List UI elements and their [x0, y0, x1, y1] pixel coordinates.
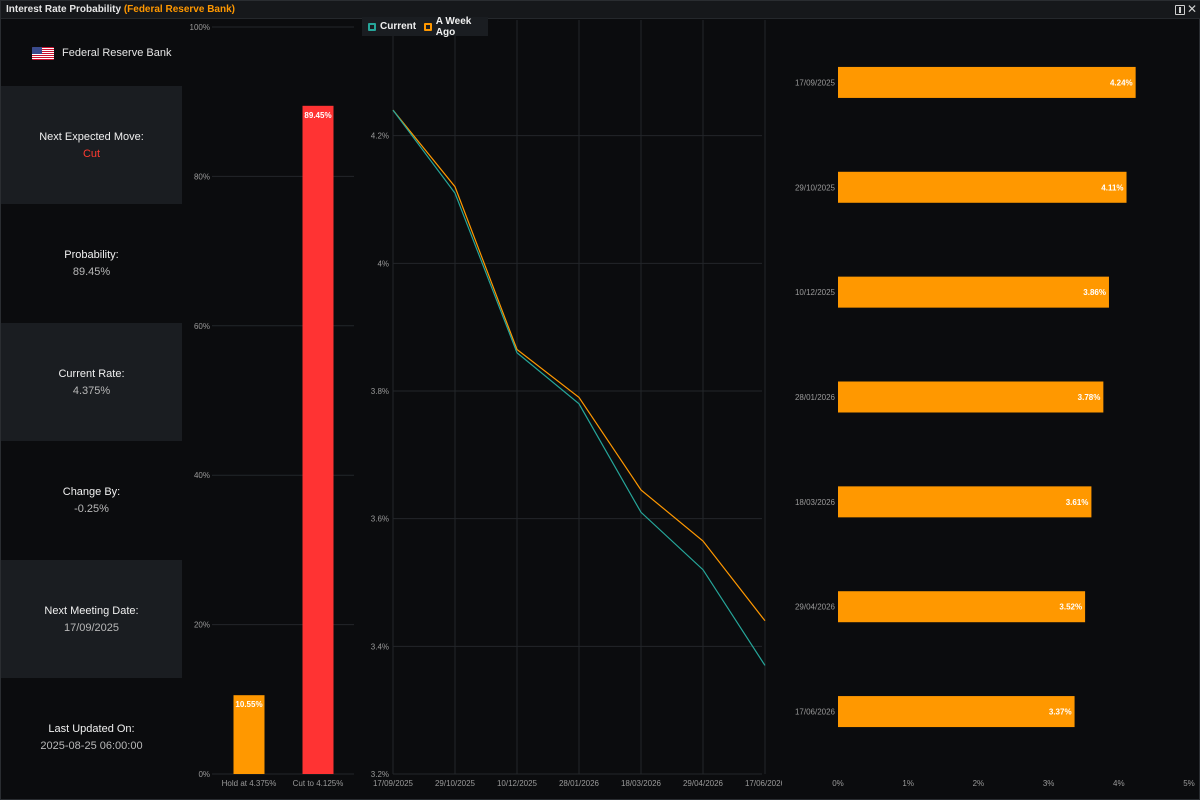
probability-bar-chart: 0% 20% 40% 60% 80% 100% 10.55% Hold at 4.375% 89… — [190, 23, 354, 788]
maximize-icon[interactable] — [1175, 5, 1185, 15]
y-tick-label: 17/06/2026 — [795, 708, 836, 717]
legend-swatch-current — [368, 22, 376, 31]
x-tick-label: 0% — [832, 779, 844, 788]
window-title-bank: (Federal Reserve Bank) — [123, 4, 235, 15]
rate-path-line-chart: 17/09/2025 29/10/2025 10/12/2025 28/01/2026… — [371, 20, 782, 788]
y-tick-label: 20% — [194, 621, 210, 630]
current-rate-value: 4.375% — [72, 384, 111, 397]
x-tick-label: 28/01/2026 — [559, 779, 600, 788]
legend-item-current[interactable]: Current — [368, 21, 416, 32]
next-move-value: Cut — [82, 147, 101, 160]
y-tick-label: 100% — [190, 23, 210, 32]
us-flag-icon — [32, 46, 54, 60]
y-tick-label: 4% — [377, 259, 389, 268]
y-tick-label: 0% — [198, 770, 210, 779]
bar-data-label: 89.45% — [304, 111, 331, 120]
y-tick-label: 18/03/2026 — [795, 498, 836, 507]
implied-rate-bar — [838, 696, 1075, 728]
x-tick-label: 5% — [1183, 779, 1195, 788]
y-tick-label: 28/01/2026 — [795, 393, 836, 402]
close-icon[interactable]: ✕ — [1186, 2, 1198, 16]
bar-data-label: 10.55% — [235, 700, 262, 709]
probability-block: Probability: 89.45% — [1, 204, 182, 322]
probability-value: 89.45% — [72, 265, 111, 278]
x-tick-label: 10/12/2025 — [497, 779, 538, 788]
x-tick-label: 17/09/2025 — [373, 779, 414, 788]
current-rate-label: Current Rate: — [58, 367, 125, 380]
implied-rate-bar — [838, 381, 1104, 413]
bank-header: Federal Reserve Bank — [1, 20, 182, 86]
next-move-block: Next Expected Move: Cut — [1, 86, 182, 204]
implied-rate-bar — [838, 591, 1086, 623]
implied-rate-bar — [838, 276, 1109, 308]
y-tick-label: 80% — [194, 172, 210, 181]
bar-data-label: 3.86% — [1083, 288, 1106, 297]
legend-label-current: Current — [380, 21, 417, 32]
bar-data-label: 4.24% — [1110, 78, 1133, 87]
bar-data-label: 3.78% — [1078, 393, 1101, 402]
legend-label-week-ago: A Week Ago — [435, 15, 472, 38]
meeting-block: Next Meeting Date: 17/09/2025 — [1, 560, 182, 678]
series-line-a-week-ago — [392, 109, 766, 622]
current-rate-block: Current Rate: 4.375% — [1, 323, 182, 441]
updated-block: Last Updated On: 2025-08-25 06:00:00 — [1, 678, 182, 796]
x-tick-label: 29/04/2026 — [683, 779, 724, 788]
info-panel: Federal Reserve Bank Next Expected Move:… — [1, 20, 182, 800]
bar-data-label: 3.61% — [1066, 498, 1089, 507]
change-value: -0.25% — [74, 502, 109, 515]
probability-label: Probability: — [64, 248, 119, 261]
x-tick-label: 3% — [1043, 779, 1055, 788]
series-line-current — [392, 109, 766, 666]
window-title: Interest Rate Probability — [6, 4, 122, 15]
y-tick-label: 3.8% — [371, 387, 389, 396]
y-tick-label: 29/04/2026 — [795, 603, 836, 612]
x-tick-label: 17/06/2026 — [745, 779, 782, 788]
x-tick-label: 2% — [973, 779, 985, 788]
y-tick-label: 17/09/2025 — [795, 78, 836, 87]
line-chart-legend[interactable]: Current A Week Ago — [362, 16, 488, 38]
implied-rate-bar — [838, 171, 1127, 203]
y-tick-label: 40% — [194, 471, 210, 480]
meeting-value: 17/09/2025 — [63, 621, 120, 634]
y-tick-label: 29/10/2025 — [795, 183, 836, 192]
x-tick-label: Hold at 4.375% — [222, 779, 277, 788]
change-block: Change By: -0.25% — [1, 441, 182, 559]
probability-bar — [233, 695, 265, 774]
x-tick-label: 1% — [902, 779, 914, 788]
legend-item-week-ago[interactable]: A Week Ago — [424, 16, 488, 38]
x-tick-label: 18/03/2026 — [621, 779, 662, 788]
implied-rate-bar-chart: 0% 1% 2% 3% 4% 5% 4.24% 17/09/2025 4.11% 29/10/20… — [795, 66, 1195, 788]
updated-label: Last Updated On: — [48, 722, 135, 735]
bar-data-label: 4.11% — [1101, 183, 1123, 192]
implied-rate-bar — [838, 66, 1136, 98]
x-tick-label: 29/10/2025 — [435, 779, 476, 788]
legend-swatch-week-ago — [424, 22, 432, 31]
bar-data-label: 3.37% — [1049, 708, 1072, 717]
title-bar: Interest Rate Probability (Federal Reser… — [1, 1, 1200, 19]
bank-name: Federal Reserve Bank — [62, 47, 172, 59]
x-tick-label: Cut to 4.125% — [293, 779, 344, 788]
bar-data-label: 3.52% — [1059, 603, 1082, 612]
y-tick-label: 3.6% — [371, 515, 389, 524]
implied-rate-bar — [838, 486, 1092, 518]
updated-value: 2025-08-25 06:00:00 — [40, 739, 143, 752]
next-move-label: Next Expected Move: — [39, 130, 144, 143]
y-tick-label: 60% — [194, 322, 210, 331]
x-tick-label: 4% — [1113, 779, 1125, 788]
y-tick-label: 3.2% — [371, 770, 389, 779]
change-label: Change By: — [62, 485, 121, 498]
meeting-label: Next Meeting Date: — [44, 604, 139, 617]
y-tick-label: 3.4% — [371, 642, 389, 651]
y-tick-label: 4.2% — [371, 132, 389, 141]
probability-bar — [302, 105, 334, 775]
y-tick-label: 10/12/2025 — [795, 288, 836, 297]
